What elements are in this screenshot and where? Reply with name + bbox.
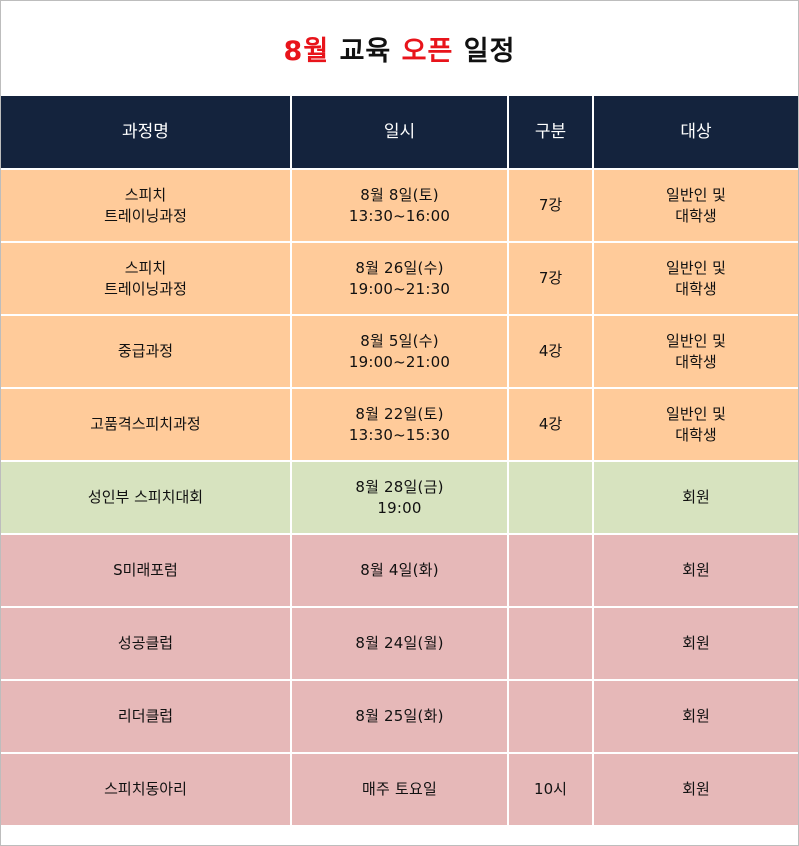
cell-course: 성인부 스피치대회: [1, 460, 292, 535]
cell-target: 회원: [592, 752, 798, 827]
cell-type: 4강: [507, 387, 594, 462]
cell-target-line: 일반인 및: [666, 404, 726, 423]
table-row: 성공클럽 8월 24일(월) 회원: [1, 606, 798, 681]
table-row: 중급과정 8월 5일(수) 19:00~21:00 4강 일반인 및 대학생: [1, 314, 798, 389]
title-schedule: 일정: [453, 36, 516, 67]
cell-target-line: 일반인 및: [666, 258, 726, 277]
cell-target-line: 회원: [682, 488, 710, 506]
cell-datetime-line: 8월 4일(화): [360, 561, 439, 579]
cell-type: [507, 679, 594, 754]
table-row: 스피치 트레이닝과정 8월 8일(토) 13:30~16:00 7강 일반인 및 대학생: [1, 168, 798, 243]
cell-course-line: 트레이닝과정: [104, 279, 187, 298]
header-type: 구분: [507, 96, 594, 170]
cell-target-line: 일반인 및: [666, 331, 726, 350]
cell-datetime: 8월 8일(토) 13:30~16:00: [290, 168, 509, 243]
cell-target-line: 회원: [682, 780, 710, 798]
table-row: 고품격스피치과정 8월 22일(토) 13:30~15:30 4강 일반인 및 대학생: [1, 387, 798, 462]
cell-course-line: 트레이닝과정: [104, 206, 187, 225]
cell-target: 회원: [592, 533, 798, 608]
cell-type: 7강: [507, 168, 594, 243]
cell-datetime-line: 13:30~15:30: [348, 425, 451, 444]
cell-target-line: 대학생: [675, 279, 717, 298]
cell-target-line: 회원: [682, 634, 710, 652]
cell-datetime: 8월 28일(금) 19:00: [290, 460, 509, 535]
cell-datetime: 8월 24일(월): [290, 606, 509, 681]
cell-course-line: S미래포럼: [113, 561, 178, 579]
cell-datetime-line: 매주 토요일: [362, 780, 437, 798]
title-month: 8월: [283, 36, 330, 67]
cell-datetime-line: 8월 25일(화): [355, 707, 444, 725]
table-body: 스피치 트레이닝과정 8월 8일(토) 13:30~16:00 7강 일반인 및 대학생 스피…: [1, 168, 798, 827]
cell-course: 성공클럽: [1, 606, 292, 681]
cell-course: 스피치동아리: [1, 752, 292, 827]
table-row: 스피치동아리 매주 토요일 10시 회원: [1, 752, 798, 827]
header-target: 대상: [592, 96, 798, 170]
cell-datetime: 8월 22일(토) 13:30~15:30: [290, 387, 509, 462]
cell-datetime-line: 8월 26일(수): [355, 258, 444, 277]
cell-datetime-line: 8월 5일(수): [360, 331, 439, 350]
table-row: 리더클럽 8월 25일(화) 회원: [1, 679, 798, 754]
cell-type: [507, 606, 594, 681]
table-row: 스피치 트레이닝과정 8월 26일(수) 19:00~21:30 7강 일반인 및 대학생: [1, 241, 798, 316]
cell-course-line: 성인부 스피치대회: [87, 488, 204, 506]
cell-type: 7강: [507, 241, 594, 316]
cell-course-line: 스피치: [124, 185, 167, 204]
page-title: 8월 교육 오픈 일정: [1, 1, 798, 96]
header-datetime: 일시: [290, 96, 509, 170]
cell-datetime-line: 8월 8일(토): [360, 185, 439, 204]
cell-datetime-line: 19:00~21:00: [348, 352, 451, 371]
cell-datetime-line: 8월 28일(금): [355, 477, 444, 496]
cell-target-line: 대학생: [675, 425, 717, 444]
cell-datetime-line: 19:00: [377, 498, 422, 517]
cell-type: [507, 533, 594, 608]
cell-course: 중급과정: [1, 314, 292, 389]
table-row: 성인부 스피치대회 8월 28일(금) 19:00 회원: [1, 460, 798, 535]
title-open: 오픈: [401, 36, 454, 67]
cell-course: S미래포럼: [1, 533, 292, 608]
cell-target: 회원: [592, 606, 798, 681]
cell-datetime: 8월 5일(수) 19:00~21:00: [290, 314, 509, 389]
cell-datetime: 매주 토요일: [290, 752, 509, 827]
cell-target: 회원: [592, 460, 798, 535]
cell-course-line: 리더클럽: [117, 707, 174, 725]
cell-datetime-line: 13:30~16:00: [348, 206, 451, 225]
cell-datetime: 8월 25일(화): [290, 679, 509, 754]
cell-course: 리더클럽: [1, 679, 292, 754]
cell-target-line: 회원: [682, 707, 710, 725]
cell-target-line: 회원: [682, 561, 710, 579]
cell-target-line: 일반인 및: [666, 185, 726, 204]
cell-target-line: 대학생: [675, 206, 717, 225]
header-course: 과정명: [1, 96, 292, 170]
schedule-table: 과정명 일시 구분 대상 스피치 트레이닝과정 8월 8일(토) 13:30~16:0…: [1, 96, 798, 827]
table-header-row: 과정명 일시 구분 대상: [1, 96, 798, 170]
cell-type: [507, 460, 594, 535]
cell-datetime: 8월 26일(수) 19:00~21:30: [290, 241, 509, 316]
cell-course-line: 고품격스피치과정: [90, 415, 201, 433]
cell-course-line: 중급과정: [117, 342, 174, 360]
cell-course: 고품격스피치과정: [1, 387, 292, 462]
cell-datetime-line: 8월 24일(월): [355, 634, 444, 652]
title-education: 교육: [329, 36, 402, 67]
cell-datetime: 8월 4일(화): [290, 533, 509, 608]
cell-course-line: 성공클럽: [117, 634, 174, 652]
cell-datetime-line: 19:00~21:30: [348, 279, 451, 298]
cell-course-line: 스피치: [124, 258, 167, 277]
cell-type: 4강: [507, 314, 594, 389]
cell-course-line: 스피치동아리: [104, 780, 187, 798]
cell-target: 회원: [592, 679, 798, 754]
cell-datetime-line: 8월 22일(토): [355, 404, 444, 423]
table-row: S미래포럼 8월 4일(화) 회원: [1, 533, 798, 608]
cell-target-line: 대학생: [675, 352, 717, 371]
cell-type: 10시: [507, 752, 594, 827]
